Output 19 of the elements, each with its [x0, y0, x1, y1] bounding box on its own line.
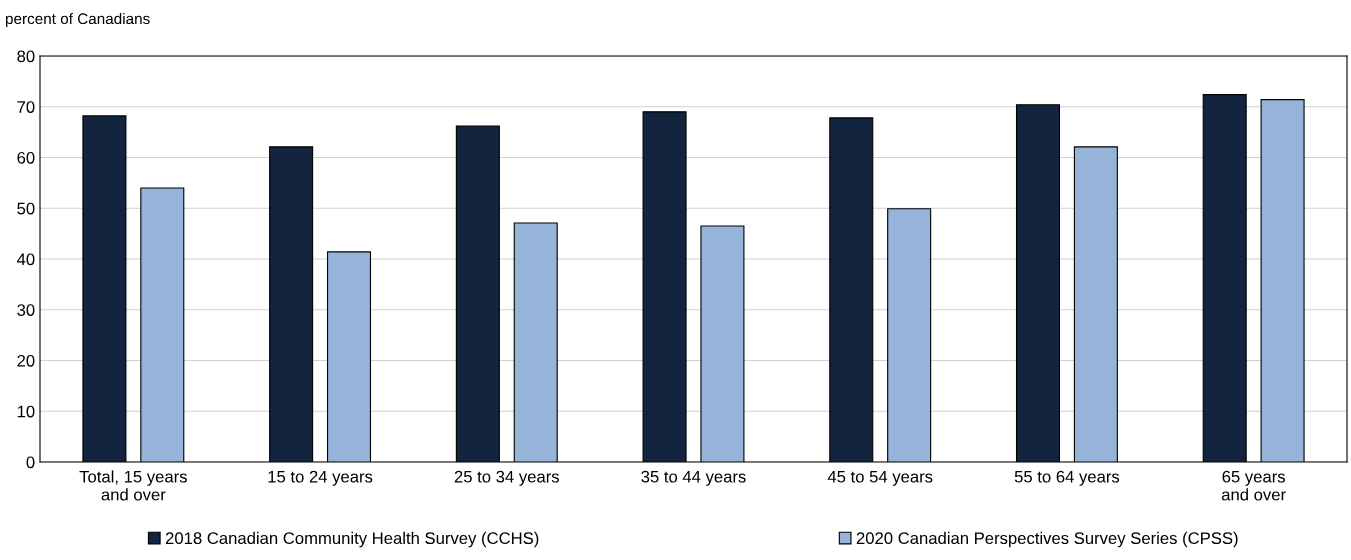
x-tick-label: 35 to 44 years	[641, 470, 746, 486]
y-tick-label: 80	[17, 50, 35, 63]
y-axis-title: percent of Canadians	[5, 12, 150, 28]
x-tick-label: 65 years and over	[1221, 470, 1286, 501]
y-tick-label: 30	[17, 304, 35, 316]
y-tick-label: 60	[17, 151, 35, 164]
y-tick-label: 70	[17, 101, 35, 113]
legend-label: 2018 Canadian Community Health Survey (CCHS)	[165, 531, 539, 548]
y-tick-label: 0	[26, 456, 35, 469]
x-tick-label: 15 to 24 years	[268, 470, 373, 486]
x-tick-label: 25 to 34 years	[454, 470, 559, 486]
x-tick-label: Total, 15 years and over	[79, 470, 187, 501]
y-tick-label: 50	[17, 202, 35, 215]
legend-label: 2020 Canadian Perspectives Survey Series (CPSS)	[856, 531, 1238, 548]
x-tick-label: 55 to 64 years	[1014, 470, 1120, 486]
y-tick-label: 20	[17, 354, 35, 367]
y-tick-label: 40	[16, 253, 35, 266]
y-tick-label: 10	[17, 405, 35, 418]
x-tick-label: 45 to 54 years	[827, 470, 933, 486]
